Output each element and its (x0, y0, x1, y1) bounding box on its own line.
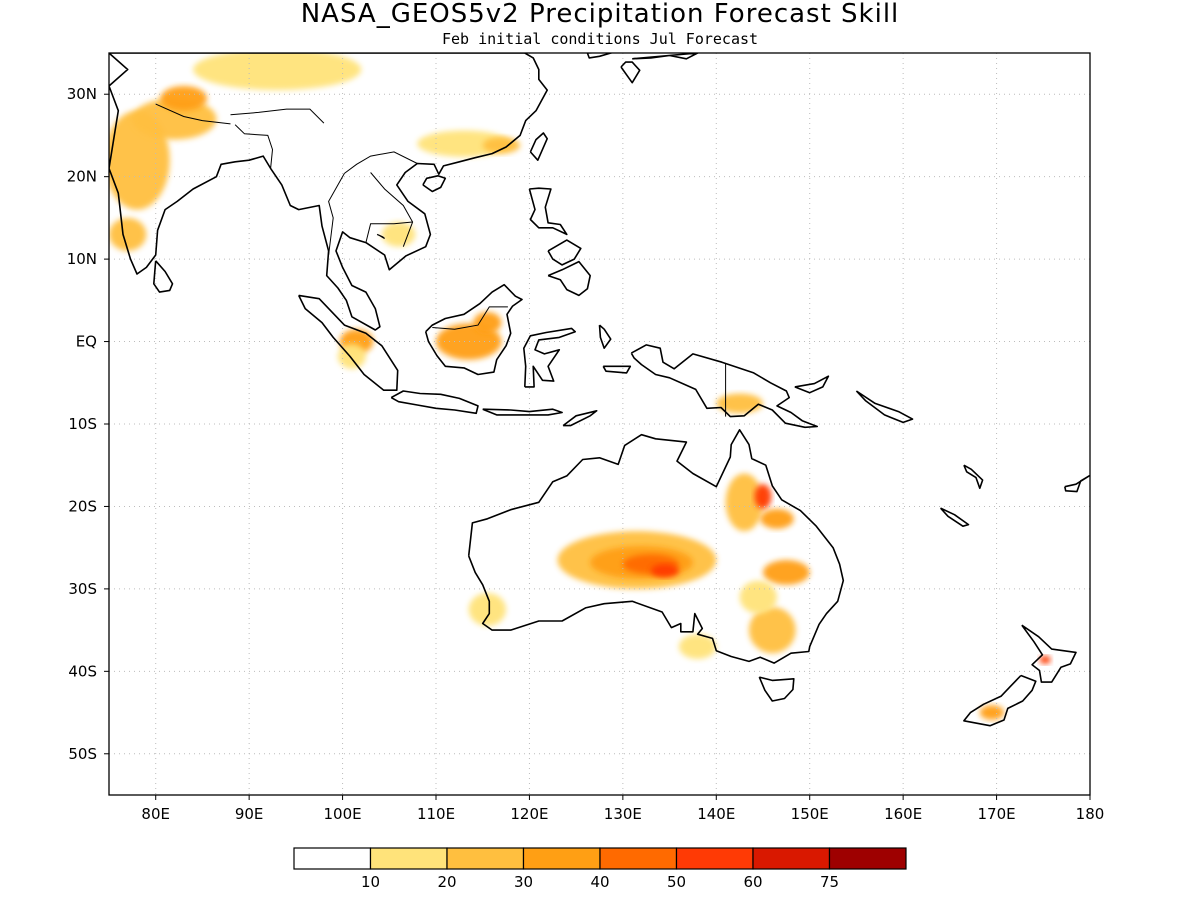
skill-patch-new-guinea (716, 393, 764, 414)
lat-tick-label: EQ (76, 333, 97, 351)
coast-japan-honshu (632, 53, 699, 60)
skill-patch-india-north (160, 85, 208, 111)
lat-tick-label: 10S (68, 415, 97, 433)
colorbar-label: 40 (590, 873, 609, 891)
coast-luzon (528, 187, 568, 236)
border-laos-vietnam (370, 172, 414, 247)
lon-tick-label: 150E (791, 805, 829, 823)
colorbar-label: 60 (743, 873, 762, 891)
skill-patch-borneo-north (473, 311, 502, 334)
coast-sumatra (297, 294, 399, 392)
colorbar-swatch (522, 847, 601, 870)
lake-tonle-sap (376, 233, 385, 240)
axis-ticks: 80E 90E 100E 110E 120E 130E 140E 150E 160E 170E 18… (67, 85, 1105, 823)
lon-tick-label: 140E (697, 805, 735, 823)
colorbar-swatch (675, 847, 754, 870)
coast-sri-lanka (153, 260, 174, 293)
border-cambodia-thai-laos (365, 221, 413, 243)
coast-visayas (547, 239, 582, 266)
skill-patch-queensland-arm (760, 508, 794, 529)
coast-borneo (424, 283, 523, 376)
map-subtitle: Feb initial conditions Jul Forecast (442, 30, 758, 48)
colorbar-swatch (369, 847, 448, 870)
lon-tick-label: 110E (417, 805, 455, 823)
skill-patch-tibet (193, 53, 362, 91)
lat-tick-label: 20N (67, 168, 97, 186)
colorbar-swatch (446, 847, 525, 870)
skill-patch-se-aus (748, 607, 796, 654)
coastlines (109, 53, 1090, 727)
lon-tick-label: 100E (324, 805, 362, 823)
skill-patch-nz-south (979, 705, 1005, 720)
skill-patch-nsw (739, 580, 778, 614)
border-myanmar-thailand (328, 173, 345, 256)
colorbar-label: 20 (437, 873, 456, 891)
colorbar-label: 30 (514, 873, 533, 891)
border-indochina-border (344, 151, 418, 174)
coast-seram (602, 365, 632, 374)
coast-vanuatu (963, 464, 984, 490)
lat-tick-label: 20S (68, 497, 97, 515)
skill-patch-india-southwest (109, 217, 147, 251)
coast-japan-kyushu (620, 61, 641, 84)
lon-tick-label: 160E (884, 805, 922, 823)
lat-tick-label: 30N (67, 85, 97, 103)
lon-tick-label: 80E (141, 805, 170, 823)
colorbar-label: 50 (667, 873, 686, 891)
lon-tick-label: 180 (1076, 805, 1105, 823)
coast-taiwan (529, 132, 549, 161)
colorbar-label: 10 (361, 873, 380, 891)
lat-tick-label: 30S (68, 580, 97, 598)
lat-tick-label: 40S (68, 662, 97, 680)
border-himalaya-border (230, 108, 325, 124)
coast-nz-south (963, 674, 1037, 727)
skill-patch-south-aus (678, 634, 717, 659)
skill-patch-china-coast (482, 137, 521, 154)
coast-mindanao (547, 260, 592, 297)
skill-patch-nw-queensland (725, 473, 763, 532)
skill-patch-queensland-hot (754, 484, 772, 509)
skill-patch-east-aus (763, 560, 810, 585)
skill-patch-sw-aus (468, 593, 507, 626)
coast-new-guinea (630, 344, 819, 429)
border-bangladesh-border (234, 124, 274, 169)
lon-tick-label: 170E (978, 805, 1016, 823)
skill-patch-nz-north (1039, 655, 1051, 664)
coast-sulawesi (522, 327, 577, 388)
lat-tick-label: 50S (68, 745, 97, 763)
coast-asia-mainland (109, 53, 549, 331)
colorbar: 10 20 30 40 50 60 75 (293, 847, 907, 891)
coast-solomons (855, 390, 914, 424)
coast-new-britain (794, 375, 830, 394)
coast-hainan (422, 175, 447, 193)
colorbar-swatch (293, 847, 372, 870)
coast-halmahera (598, 324, 612, 350)
coast-australia (467, 428, 845, 664)
border-borneo-border (432, 306, 508, 330)
coast-lesser-sunda (482, 408, 563, 416)
lon-tick-label: 130E (604, 805, 642, 823)
coast-korea (586, 53, 614, 59)
coast-timor (562, 409, 598, 427)
skill-shading (109, 53, 1051, 720)
border-india-nepal (155, 103, 231, 125)
coast-tasmania (758, 676, 795, 702)
skill-patch-indochina (381, 222, 416, 247)
colorbar-label: 75 (820, 873, 839, 891)
lon-tick-label: 120E (510, 805, 548, 823)
colorbar-swatch (599, 847, 678, 870)
grid-lines (109, 53, 1090, 795)
colorbar-swatch (828, 847, 907, 870)
coast-fiji (1064, 475, 1090, 493)
skill-patch-central-aus-hot (650, 564, 679, 578)
coast-nz-north (1021, 624, 1077, 683)
coast-new-caledonia (939, 507, 970, 528)
colorbar-swatch (752, 847, 831, 870)
lat-tick-label: 10N (67, 250, 97, 268)
coast-java (390, 390, 479, 415)
map-title: NASA_GEOS5v2 Precipitation Forecast Skil… (301, 0, 900, 29)
lon-tick-label: 90E (235, 805, 264, 823)
